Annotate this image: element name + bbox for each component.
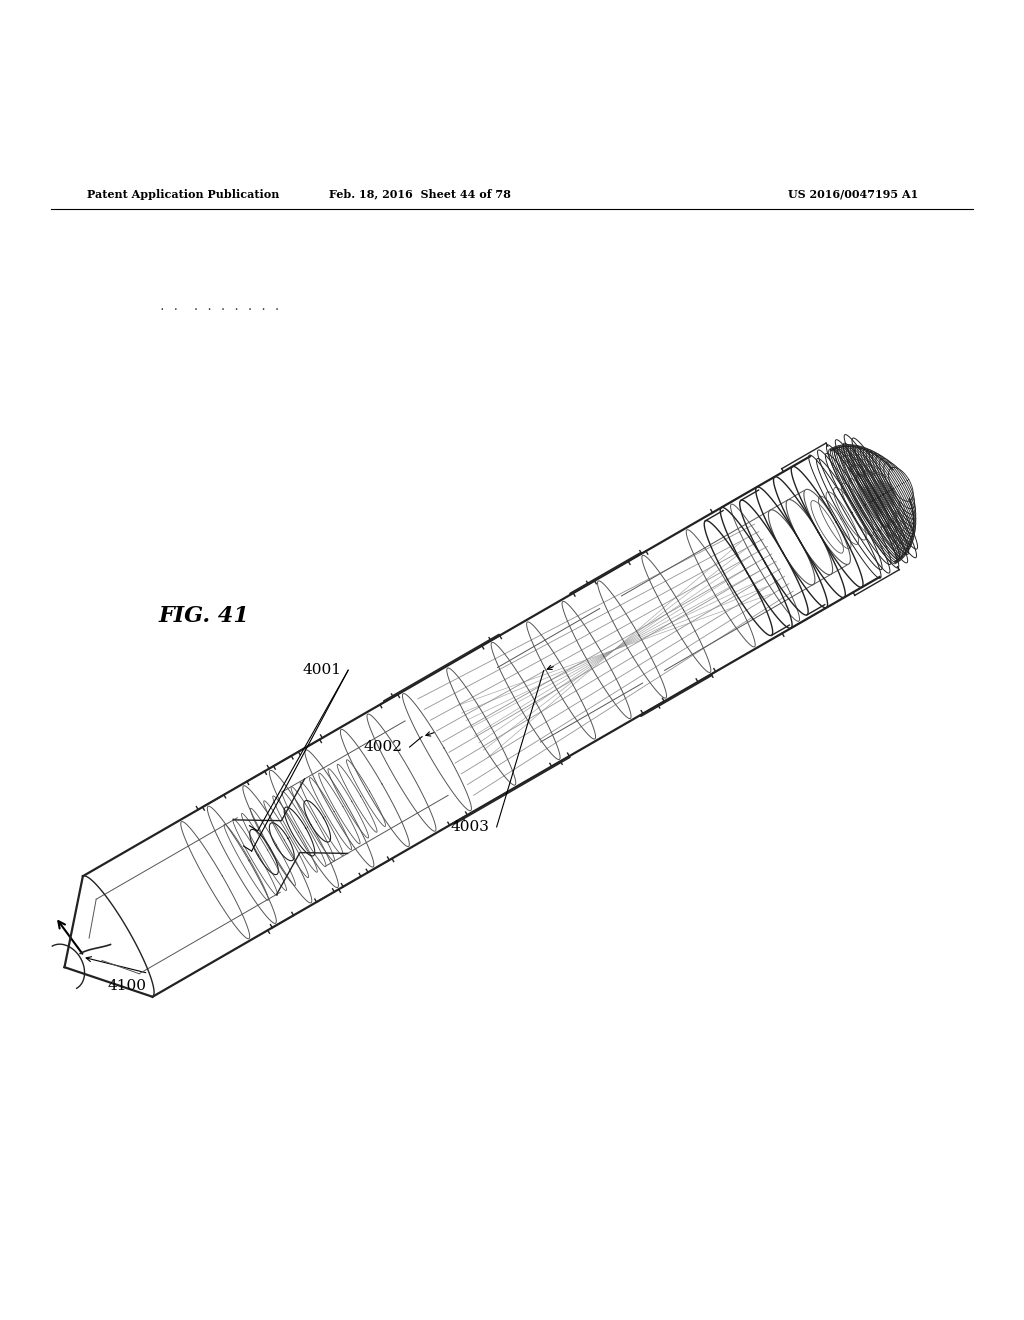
Text: US 2016/0047195 A1: US 2016/0047195 A1: [788, 189, 919, 199]
Text: 4001: 4001: [302, 663, 341, 677]
Text: Patent Application Publication: Patent Application Publication: [87, 189, 280, 199]
Text: Feb. 18, 2016  Sheet 44 of 78: Feb. 18, 2016 Sheet 44 of 78: [329, 189, 511, 199]
Text: 4003: 4003: [451, 820, 489, 834]
Text: 4100: 4100: [108, 978, 146, 993]
Text: 4002: 4002: [364, 741, 402, 754]
Text: . .  . . . . . . .: . . . . . . . . .: [159, 302, 281, 312]
Text: FIG. 41: FIG. 41: [159, 605, 250, 627]
